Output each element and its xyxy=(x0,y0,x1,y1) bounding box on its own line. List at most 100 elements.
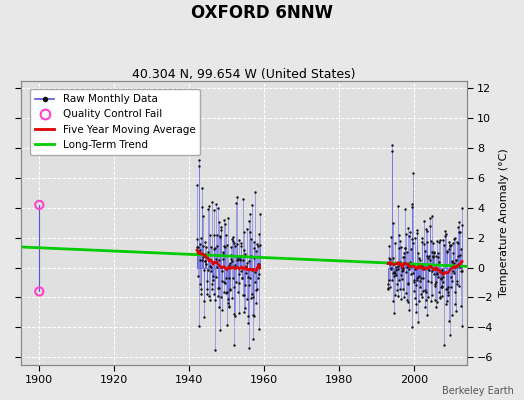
Point xyxy=(242,270,250,276)
Point xyxy=(431,297,439,304)
Point xyxy=(423,253,431,260)
Point xyxy=(234,256,243,262)
Point xyxy=(208,286,216,292)
Point xyxy=(444,289,452,296)
Point xyxy=(214,257,223,264)
Point xyxy=(204,256,213,262)
Point xyxy=(438,292,446,299)
Point xyxy=(447,274,455,280)
Point xyxy=(197,291,205,297)
Point xyxy=(396,258,404,265)
Point xyxy=(208,281,216,288)
Point xyxy=(220,279,228,285)
Point xyxy=(221,244,230,250)
Point xyxy=(196,280,204,287)
Point xyxy=(212,274,220,280)
Point xyxy=(407,263,415,269)
Point xyxy=(230,342,238,348)
Point xyxy=(454,219,463,226)
Point xyxy=(205,292,213,299)
Point xyxy=(395,276,403,283)
Point xyxy=(423,228,432,234)
Point xyxy=(244,320,252,326)
Point xyxy=(388,142,396,148)
Point xyxy=(455,228,463,235)
Point xyxy=(237,240,246,246)
Point xyxy=(236,253,245,260)
Point xyxy=(204,266,212,273)
Point xyxy=(213,242,221,249)
Point xyxy=(210,246,218,252)
Point xyxy=(433,250,442,257)
Point xyxy=(417,275,425,282)
Text: OXFORD 6NNW: OXFORD 6NNW xyxy=(191,4,333,22)
Point xyxy=(202,244,210,250)
Point xyxy=(229,274,237,281)
Point xyxy=(392,266,400,273)
Point xyxy=(431,281,439,287)
Point xyxy=(201,257,209,264)
Point xyxy=(450,235,458,242)
Point xyxy=(234,237,243,244)
Point xyxy=(216,233,225,240)
Point xyxy=(195,323,203,330)
Point xyxy=(428,213,436,219)
Point xyxy=(209,273,217,280)
Point xyxy=(390,310,398,316)
Point xyxy=(445,242,454,249)
Point xyxy=(206,268,215,274)
Point xyxy=(389,272,398,279)
Point xyxy=(414,274,422,280)
Point xyxy=(205,257,214,264)
Point xyxy=(255,326,263,332)
Point xyxy=(417,262,425,268)
Point xyxy=(211,245,220,251)
Point xyxy=(436,284,445,290)
Point xyxy=(199,314,208,320)
Point xyxy=(401,290,410,296)
Point xyxy=(400,250,409,256)
Point xyxy=(241,251,249,258)
Point xyxy=(224,296,233,302)
Point xyxy=(454,224,462,230)
Point xyxy=(208,198,216,205)
Point xyxy=(245,258,254,264)
Point xyxy=(226,255,235,262)
Point xyxy=(394,203,402,210)
Point xyxy=(419,275,427,282)
Point xyxy=(242,264,250,271)
Point xyxy=(398,264,406,271)
Point xyxy=(197,234,205,241)
Point xyxy=(389,255,397,262)
Point xyxy=(433,271,441,278)
Point xyxy=(406,263,414,269)
Point xyxy=(256,210,264,217)
Point xyxy=(211,346,220,353)
Point xyxy=(255,231,264,238)
Y-axis label: Temperature Anomaly (°C): Temperature Anomaly (°C) xyxy=(499,148,509,297)
Point xyxy=(251,279,259,286)
Point xyxy=(213,205,222,211)
Point xyxy=(385,243,394,250)
Point xyxy=(227,295,236,302)
Point xyxy=(411,266,419,272)
Point xyxy=(239,292,247,299)
Point xyxy=(425,257,434,264)
Point xyxy=(398,276,407,282)
Point xyxy=(449,240,457,246)
Point xyxy=(237,274,246,281)
Point xyxy=(391,272,400,278)
Point xyxy=(239,292,248,298)
Point xyxy=(420,218,428,224)
Point xyxy=(206,263,214,269)
Point xyxy=(392,260,401,266)
Point xyxy=(226,286,234,292)
Point xyxy=(451,301,459,307)
Point xyxy=(441,233,449,240)
Point xyxy=(443,298,451,304)
Point xyxy=(439,279,447,285)
Point xyxy=(402,231,410,238)
Point xyxy=(409,240,418,246)
Point xyxy=(419,260,428,267)
Point xyxy=(210,290,219,297)
